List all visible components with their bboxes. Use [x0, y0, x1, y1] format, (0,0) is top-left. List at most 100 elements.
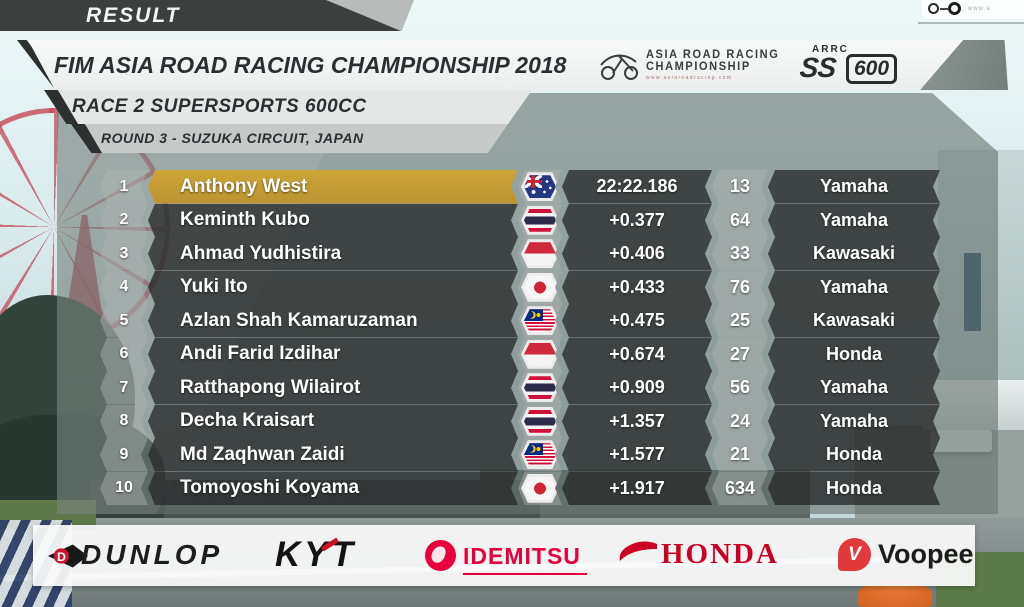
bike-number-cell: 25 [712, 304, 768, 338]
time-cell: +0.433 [562, 271, 712, 305]
bike-number: 25 [729, 310, 751, 331]
manufacturer-name: Honda [826, 444, 882, 465]
honda-logo: HONDA [661, 538, 779, 570]
gap-time: +1.357 [609, 410, 665, 431]
bike-number: 56 [729, 377, 751, 398]
bike-number-cell: 24 [712, 405, 768, 439]
watermark-underline [918, 22, 1024, 24]
position-cell: 7 [100, 371, 148, 405]
rider-name-cell: Andi Farid Izdihar [148, 338, 518, 372]
bike-number: 27 [729, 343, 751, 364]
race-title-bar: RACE 2 SUPERSPORTS 600CC [58, 90, 532, 124]
dunlop-arrow-icon: D [47, 544, 89, 568]
time-cell: +0.475 [562, 304, 712, 338]
results-table: 1 Anthony West 22:22.186 13 Yamaha 2 Kem… [100, 170, 940, 505]
table-row: 3 Ahmad Yudhistira +0.406 33 Kawasaki [100, 237, 940, 271]
time-cell: 22:22.186 [562, 170, 712, 204]
position-cell: 4 [100, 271, 148, 305]
position-label: 3 [119, 244, 129, 262]
position-label: 7 [119, 378, 129, 396]
manufacturer-name: Kawasaki [812, 243, 896, 264]
country-flag-icon [521, 474, 559, 503]
gap-time: +0.433 [609, 276, 665, 297]
bike-number: 64 [729, 209, 751, 230]
rider-name: Yuki Ito [180, 276, 248, 298]
rider-name: Azlan Shah Kamaruzaman [180, 309, 418, 331]
watermark-dash [940, 8, 948, 10]
bike-number-cell: 634 [712, 472, 768, 506]
channel-watermark: www.a [922, 0, 1024, 19]
bike-number: 634 [724, 477, 756, 498]
flag-cell [518, 271, 562, 305]
position-cell: 2 [100, 204, 148, 238]
position-cell: 8 [100, 405, 148, 439]
country-flag-icon [521, 440, 559, 469]
rider-name: Anthony West [180, 175, 308, 197]
rider-name-cell: Anthony West [148, 170, 518, 204]
position-label: 5 [119, 311, 129, 329]
rider-name-cell: Ahmad Yudhistira [148, 237, 518, 271]
table-row: 2 Keminth Kubo +0.377 64 Yamaha [100, 204, 940, 238]
rider-name: Ratthapong Wilairot [180, 376, 361, 398]
position-cell: 10 [100, 472, 148, 506]
ss600-ss: SS [798, 52, 838, 83]
kyt-logo: KYT [275, 535, 357, 574]
manufacturer-cell: Yamaha [768, 204, 940, 238]
bike-number-cell: 56 [712, 371, 768, 405]
race-title: RACE 2 SUPERSPORTS 600CC [72, 96, 367, 117]
bike-number: 21 [729, 444, 751, 465]
table-row: 7 Ratthapong Wilairot +0.909 56 Yamaha [100, 371, 940, 405]
arrc-logo: ASIA ROAD RACING CHAMPIONSHIP www.asiaro… [598, 46, 783, 86]
country-flag-icon [521, 306, 559, 335]
table-row: 1 Anthony West 22:22.186 13 Yamaha [100, 170, 940, 204]
country-flag-icon [521, 172, 559, 201]
country-flag-icon [521, 206, 559, 235]
rider-name-cell: Decha Kraisart [148, 405, 518, 439]
idemitsu-logo: IDEMITSU [463, 543, 587, 575]
position-label: 8 [119, 412, 129, 430]
time-cell: +0.406 [562, 237, 712, 271]
position-cell: 5 [100, 304, 148, 338]
bike-number-cell: 21 [712, 438, 768, 472]
bike-number-cell: 33 [712, 237, 768, 271]
time-cell: +1.577 [562, 438, 712, 472]
manufacturer-name: Kawasaki [812, 310, 896, 331]
table-row: 6 Andi Farid Izdihar +0.674 27 Honda [100, 338, 940, 372]
ss600-cc: 600 [846, 54, 898, 84]
bike-number-cell: 27 [712, 338, 768, 372]
rider-name-cell: Keminth Kubo [148, 204, 518, 238]
manufacturer-name: Yamaha [819, 377, 889, 398]
watermark-ring-icon [928, 3, 939, 14]
rider-name: Tomoyoshi Koyama [180, 477, 360, 499]
result-title: RESULT [86, 4, 181, 27]
gap-time: +0.406 [609, 243, 665, 264]
arrc-logo-text: ASIA ROAD RACING CHAMPIONSHIP www.asiaro… [646, 48, 786, 81]
gap-time: +0.674 [609, 343, 665, 364]
watermark-url: www.a [968, 6, 991, 12]
manufacturer-cell: Yamaha [768, 170, 940, 204]
round-title-bar: ROUND 3 - SUZUKA CIRCUIT, JAPAN [85, 124, 508, 153]
gap-time: +0.475 [609, 310, 665, 331]
table-row: 8 Decha Kraisart +1.357 24 Yamaha [100, 405, 940, 439]
position-label: 6 [119, 345, 129, 363]
manufacturer-name: Yamaha [819, 209, 889, 230]
flag-cell [518, 304, 562, 338]
time-cell: +1.917 [562, 472, 712, 506]
table-row: 5 Azlan Shah Kamaruzaman +0.475 25 Kawas… [100, 304, 940, 338]
flag-cell [518, 472, 562, 506]
championship-title-bar: FIM ASIA ROAD RACING CHAMPIONSHIP 2018 [28, 40, 963, 90]
round-title: ROUND 3 - SUZUKA CIRCUIT, JAPAN [101, 130, 364, 146]
track-marker [858, 582, 932, 607]
voopee-icon-letter: V [848, 543, 861, 565]
flag-cell [518, 338, 562, 372]
time-cell: +0.377 [562, 204, 712, 238]
result-title-bar: RESULT [0, 0, 401, 31]
manufacturer-cell: Kawasaki [768, 304, 940, 338]
bike-number: 33 [729, 243, 751, 264]
position-cell: 1 [100, 170, 148, 204]
time-cell: +0.909 [562, 371, 712, 405]
table-row: 9 Md Zaqhwan Zaidi +1.577 21 Honda [100, 438, 940, 472]
gap-time: +0.909 [609, 377, 665, 398]
arrc-logo-line2: CHAMPIONSHIP [646, 60, 751, 74]
flag-cell [518, 237, 562, 271]
